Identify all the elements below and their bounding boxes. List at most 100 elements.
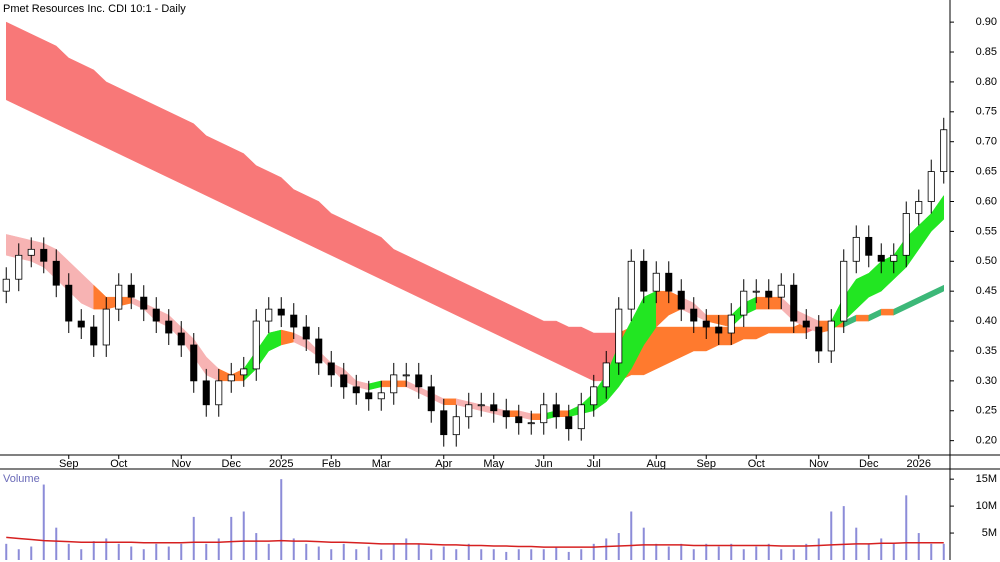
long-band-segment xyxy=(681,326,694,358)
candle-body xyxy=(90,326,98,346)
volume-bar xyxy=(455,549,458,560)
volume-bar xyxy=(217,538,220,560)
candle-body xyxy=(290,314,298,328)
long-band-segment xyxy=(43,39,57,125)
x-tick-label: Nov xyxy=(171,458,191,470)
volume-bar xyxy=(192,516,195,560)
y-tick-label: 5M xyxy=(982,527,997,539)
candle-body xyxy=(790,284,798,322)
candle-body xyxy=(652,272,660,292)
candle-body xyxy=(377,392,385,400)
volume-bar xyxy=(380,549,383,560)
candle-body xyxy=(502,410,510,418)
long-band-segment xyxy=(343,219,357,268)
volume-bar xyxy=(342,543,345,560)
volume-bar xyxy=(355,549,358,560)
volume-bar xyxy=(230,516,233,560)
x-tick-label: Dec xyxy=(221,458,241,470)
volume-bar xyxy=(692,549,695,560)
x-tick-label: Oct xyxy=(110,458,127,470)
candle-body xyxy=(727,314,735,334)
short-band-segment xyxy=(368,380,382,391)
volume-bar xyxy=(255,533,258,560)
candle-body xyxy=(40,248,48,262)
candle-body xyxy=(740,290,748,316)
candle-body xyxy=(302,326,310,340)
long-band-segment xyxy=(281,176,294,238)
candle-body xyxy=(852,236,860,262)
candle-body xyxy=(602,362,610,388)
candle-body xyxy=(477,404,485,407)
long-band-segment xyxy=(293,189,307,244)
long-band-segment xyxy=(68,57,82,137)
y-tick-label: 15M xyxy=(976,473,997,485)
volume-bar xyxy=(605,538,608,560)
long-band-segment xyxy=(481,290,494,334)
y-tick-label: 0.90 xyxy=(976,16,997,28)
long-band-segment xyxy=(243,153,257,220)
candle-body xyxy=(840,260,848,322)
y-tick-label: 10M xyxy=(976,500,997,512)
candle-body xyxy=(540,404,548,424)
volume-bar xyxy=(442,546,445,560)
volume-bar xyxy=(117,543,120,560)
volume-bar xyxy=(542,549,545,560)
long-band-segment xyxy=(118,87,132,161)
candle-body xyxy=(940,129,948,172)
volume-bar xyxy=(467,543,470,560)
volume-bar xyxy=(642,527,645,560)
long-band-segment xyxy=(543,320,557,364)
long-band-segment xyxy=(368,230,382,280)
candle-body xyxy=(802,320,810,328)
short-band-segment xyxy=(81,272,94,310)
long-band-segment xyxy=(918,290,932,304)
volume-bar xyxy=(430,549,433,560)
long-band-segment xyxy=(656,326,669,370)
x-tick-label: Oct xyxy=(748,458,765,470)
volume-bar xyxy=(805,543,808,560)
long-band-segment xyxy=(106,81,119,155)
volume-bar xyxy=(80,549,83,560)
long-band-segment xyxy=(856,314,869,322)
short-band-segment xyxy=(931,194,944,232)
candle-body xyxy=(827,320,835,352)
candle-body xyxy=(402,374,410,377)
candle-body xyxy=(552,404,560,418)
candle-body xyxy=(240,368,248,376)
x-tick-label: Apr xyxy=(435,458,452,470)
candle-body xyxy=(102,308,110,346)
volume-bar xyxy=(930,543,933,560)
candle-body xyxy=(152,308,160,322)
candle-body xyxy=(327,362,335,376)
short-band-segment xyxy=(281,329,294,346)
long-band-segment xyxy=(568,326,582,376)
candle-body xyxy=(265,308,273,322)
candle-body xyxy=(15,254,23,280)
long-band-segment xyxy=(431,266,444,310)
candle-body xyxy=(65,284,73,322)
long-band-segment xyxy=(581,326,594,382)
volume-bar xyxy=(417,543,420,560)
long-band-segment xyxy=(81,63,94,143)
short-band-segment xyxy=(756,296,769,310)
short-band-segment xyxy=(868,260,882,298)
volume-bar xyxy=(42,484,45,560)
volume-bar xyxy=(30,546,33,560)
volume-bar xyxy=(580,549,583,560)
candle-body xyxy=(77,320,85,328)
volume-bar xyxy=(880,538,883,560)
volume-bar xyxy=(655,543,658,560)
short-band-segment xyxy=(443,398,457,406)
volume-bar xyxy=(630,511,633,560)
long-band-segment xyxy=(356,225,369,274)
candle-body xyxy=(515,416,523,424)
long-band-segment xyxy=(218,141,232,208)
candle-body xyxy=(777,284,785,298)
volume-bar xyxy=(105,538,108,560)
candle-body xyxy=(590,386,598,406)
candle-body xyxy=(927,171,935,202)
long-band-segment xyxy=(693,326,707,352)
volume-bar xyxy=(505,551,508,560)
candle-body xyxy=(715,326,723,334)
volume-bar xyxy=(892,543,895,560)
